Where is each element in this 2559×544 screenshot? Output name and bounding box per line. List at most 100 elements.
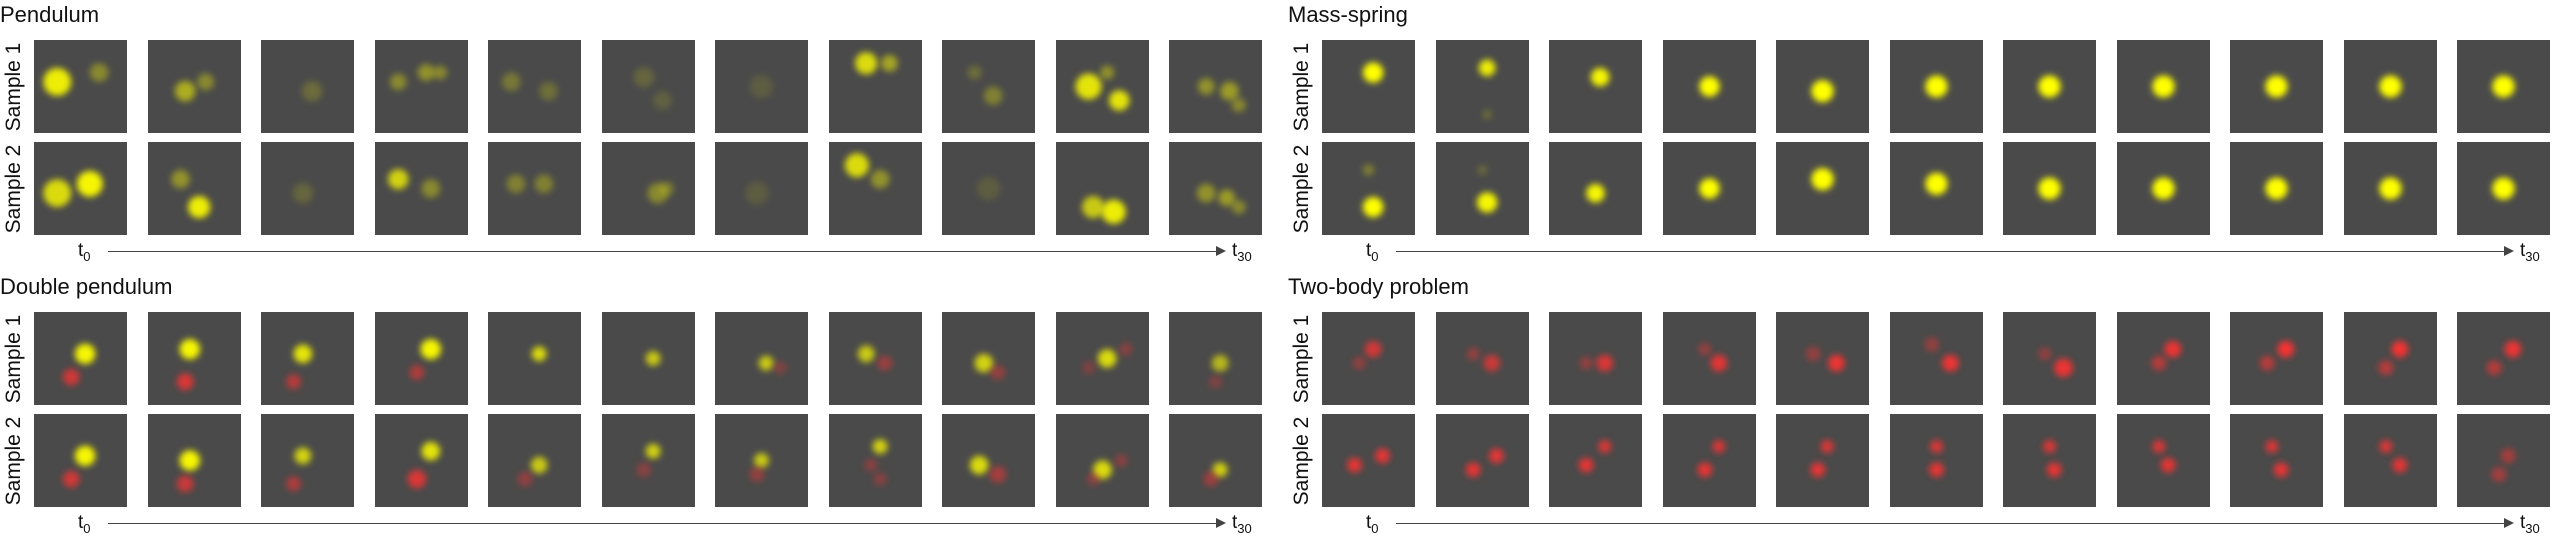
time-axis: t0 t30 <box>0 240 1270 270</box>
time-axis-arrowhead <box>2504 246 2514 256</box>
frame-sample-1-step-5 <box>1776 40 1869 133</box>
frame-sample-2-step-2 <box>1435 142 1529 235</box>
frame-image <box>2259 340 2295 371</box>
yellow-ball <box>1212 462 1228 478</box>
frame-sample-1-step-8 <box>2116 40 2210 133</box>
panel-title: Pendulum <box>0 2 100 27</box>
frame-sample-1-step-5 <box>488 40 581 133</box>
frame-image <box>2038 177 2061 200</box>
row-label: Sample 2 <box>1290 144 1313 233</box>
red-ball <box>1488 448 1504 464</box>
red-ball <box>1828 354 1845 372</box>
red-ball <box>2391 457 2407 473</box>
time-axis-line <box>1396 523 2506 524</box>
yellow-ball <box>1698 76 1720 97</box>
frame-sample-1-step-6 <box>601 312 695 405</box>
red-ball <box>1709 354 1727 372</box>
frame-image <box>62 343 96 386</box>
frame-image <box>745 181 769 205</box>
time-start-base: t <box>78 240 84 261</box>
red-ball <box>1364 340 1382 358</box>
frame-image <box>408 338 441 380</box>
frame-image <box>1478 59 1496 120</box>
frame-image <box>1923 337 1959 372</box>
yellow-ball <box>745 181 769 205</box>
yellow-ball <box>880 54 898 72</box>
frame-image <box>1075 65 1129 111</box>
frame-sample-1-step-8 <box>828 40 922 133</box>
frame-sample-1-step-9 <box>942 312 1035 405</box>
red-ball <box>990 365 1006 380</box>
frame-image <box>1698 76 1720 97</box>
red-ball <box>1928 462 1944 478</box>
frame-image <box>1579 354 1614 372</box>
red-ball <box>62 470 80 488</box>
yellow-ball <box>179 338 200 360</box>
yellow-ball <box>1101 199 1126 224</box>
frame-image <box>2151 75 2175 98</box>
red-ball <box>1347 457 1362 473</box>
frame-sample-2-step-9 <box>2230 142 2323 235</box>
yellow-ball <box>1081 195 1104 219</box>
frame-sample-1-step-2 <box>147 40 241 133</box>
red-ball <box>2486 360 2502 376</box>
panel-mass-spring: Mass-spring Sample 1 Sample 2 t0 t30 <box>1288 0 2558 270</box>
frame-image <box>1197 78 1246 113</box>
frame-sample-2-step-8 <box>828 414 922 507</box>
frame-sample-2-step-10 <box>2343 414 2437 507</box>
yellow-ball <box>976 176 1001 201</box>
time-axis-line <box>1396 251 2506 252</box>
frame-sample-1-step-4 <box>374 40 468 133</box>
yellow-ball <box>2151 177 2175 200</box>
yellow-ball <box>1092 460 1112 480</box>
frame-image <box>854 52 898 75</box>
red-ball <box>2377 360 2393 376</box>
frame-image <box>1362 164 1384 218</box>
yellow-ball <box>506 174 526 194</box>
frame-sample-1-step-5 <box>1776 312 1869 405</box>
yellow-ball <box>659 181 674 196</box>
frame-image <box>1081 195 1126 224</box>
frame-sample-1-step-11 <box>2457 312 2550 405</box>
yellow-ball <box>633 66 654 88</box>
frame-sample-1-step-11 <box>1169 40 1262 133</box>
frame-sample-1-step-1 <box>34 40 127 133</box>
red-ball <box>2273 462 2289 478</box>
frame-image <box>2492 75 2515 98</box>
yellow-ball <box>1231 98 1246 113</box>
frame-image <box>301 80 323 102</box>
red-ball <box>1941 354 1959 372</box>
frame-image <box>1196 183 1246 215</box>
frame-image <box>2151 440 2176 473</box>
red-ball <box>1820 440 1834 454</box>
frame-sample-2-step-7 <box>715 414 808 507</box>
frame-sample-1-step-10 <box>2343 40 2437 133</box>
red-ball <box>2042 440 2057 454</box>
time-end-subscript: 30 <box>1237 520 1252 536</box>
frame-sample-2-step-7 <box>2003 414 2096 507</box>
yellow-ball <box>857 345 875 363</box>
red-ball <box>989 466 1007 483</box>
frame-image <box>170 169 210 219</box>
yellow-ball <box>645 351 661 366</box>
frame-sample-1-step-2 <box>1435 40 1529 133</box>
yellow-ball <box>749 74 774 99</box>
yellow-ball <box>1590 67 1610 87</box>
frame-image <box>967 65 1003 106</box>
frame-image <box>844 153 889 189</box>
yellow-ball <box>1231 200 1246 215</box>
yellow-ball <box>417 64 435 81</box>
time-start-base: t <box>1366 240 1372 261</box>
panel-title: Double pendulum <box>0 274 173 299</box>
red-ball <box>1697 342 1711 356</box>
frame-sample-1-step-1 <box>34 312 127 405</box>
red-ball <box>1375 448 1390 464</box>
frame-sample-2-step-8 <box>828 142 922 235</box>
frame-image <box>1805 346 1845 372</box>
frame-image <box>43 170 103 208</box>
frame-image <box>1928 440 1944 478</box>
yellow-ball <box>1097 349 1116 368</box>
frame-image <box>1208 354 1229 389</box>
frame-sample-2-step-4 <box>374 414 468 507</box>
frame-sample-2-step-10 <box>2343 142 2437 235</box>
